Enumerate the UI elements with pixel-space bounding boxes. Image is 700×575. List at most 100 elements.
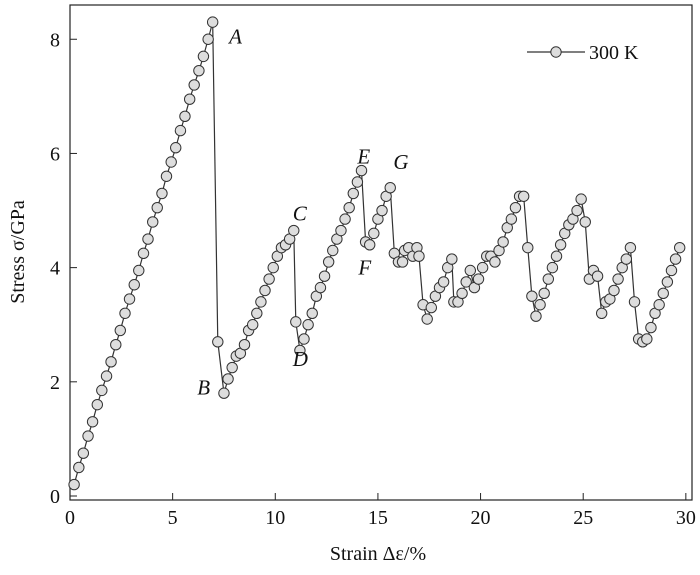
data-point <box>255 296 267 308</box>
data-point <box>456 287 468 300</box>
annotation: C <box>293 201 308 225</box>
x-tick-label: 30 <box>676 507 696 529</box>
data-point <box>437 276 450 288</box>
data-point <box>530 310 542 322</box>
data-point <box>339 213 351 225</box>
data-point <box>657 287 669 300</box>
data-point <box>645 321 657 334</box>
data-point <box>110 339 122 351</box>
annotation: G <box>393 150 408 174</box>
data-point <box>464 264 476 277</box>
data-point <box>179 110 191 123</box>
data-point <box>246 319 259 331</box>
data-point <box>665 264 678 277</box>
x-tick-label: 0 <box>65 507 75 529</box>
annotation: E <box>356 144 370 168</box>
x-tick-label: 10 <box>265 507 285 529</box>
x-tick-label: 5 <box>168 507 178 529</box>
y-axis-label: Stress σ/GPa <box>7 200 29 304</box>
data-point <box>628 296 641 308</box>
data-point <box>673 241 686 254</box>
data-point <box>575 193 587 205</box>
data-point <box>669 253 682 265</box>
data-point <box>96 384 108 397</box>
data-point <box>206 16 219 28</box>
annotation: F <box>357 256 371 280</box>
data-point <box>571 204 583 217</box>
data-point <box>595 307 608 320</box>
data-point <box>347 187 359 200</box>
data-point <box>318 270 331 282</box>
data-point <box>355 164 368 177</box>
annotation: B <box>197 376 210 400</box>
data-point <box>165 156 177 168</box>
data-point <box>197 50 210 63</box>
data-point <box>653 299 665 311</box>
data-point <box>413 250 425 262</box>
data-point <box>91 398 104 411</box>
data-point <box>202 33 214 45</box>
data-point <box>68 478 80 491</box>
data-point <box>396 256 409 268</box>
y-tick-label: 8 <box>50 29 60 51</box>
legend-label: 300 K <box>589 42 639 64</box>
data-point <box>343 201 355 214</box>
data-point <box>226 361 238 374</box>
data-point <box>302 319 314 331</box>
data-point <box>218 387 230 399</box>
data-point <box>267 261 279 274</box>
data-point <box>579 216 591 228</box>
data-point <box>82 430 94 442</box>
y-tick-label: 0 <box>50 486 60 508</box>
data-point <box>174 124 187 137</box>
data-point <box>193 64 205 77</box>
x-tick-label: 25 <box>573 507 593 529</box>
data-point <box>147 216 159 228</box>
data-point <box>425 301 437 314</box>
y-tick-label: 6 <box>50 143 60 165</box>
plot-frame <box>69 4 693 501</box>
data-point <box>554 239 567 251</box>
data-point <box>351 176 364 188</box>
legend-marker <box>550 46 562 58</box>
data-point <box>421 313 433 325</box>
data-point <box>460 276 472 288</box>
data-point <box>263 273 275 285</box>
data-point <box>522 241 534 254</box>
data-point <box>251 307 263 320</box>
data-point <box>497 236 509 248</box>
data-point <box>608 284 620 297</box>
data-point <box>591 270 604 282</box>
data-point <box>160 170 173 182</box>
data-point <box>86 416 99 428</box>
data-point <box>119 307 131 320</box>
x-axis-label: Strain Δε/% <box>330 543 426 565</box>
x-tick-label: 20 <box>471 507 491 529</box>
series-line <box>73 21 681 485</box>
data-point <box>538 287 550 300</box>
data-point <box>620 253 633 265</box>
data-point <box>446 253 458 265</box>
data-point <box>517 190 530 202</box>
data-point <box>128 279 140 291</box>
data-point <box>170 142 182 154</box>
data-point <box>238 339 251 351</box>
data-point <box>550 250 563 262</box>
data-point <box>314 281 327 294</box>
data-point <box>542 273 555 285</box>
data-point <box>641 333 653 345</box>
data-point <box>73 461 85 474</box>
data-point <box>661 276 674 288</box>
data-point <box>335 224 347 237</box>
data-point <box>534 299 546 311</box>
data-point <box>612 273 624 285</box>
data-point <box>364 239 376 251</box>
data-point <box>114 324 126 337</box>
data-point <box>546 261 559 274</box>
data-point <box>156 187 168 200</box>
data-point <box>306 307 318 320</box>
data-point <box>384 181 396 194</box>
data-point <box>489 256 501 268</box>
data-point <box>505 213 518 225</box>
data-point <box>298 333 310 345</box>
